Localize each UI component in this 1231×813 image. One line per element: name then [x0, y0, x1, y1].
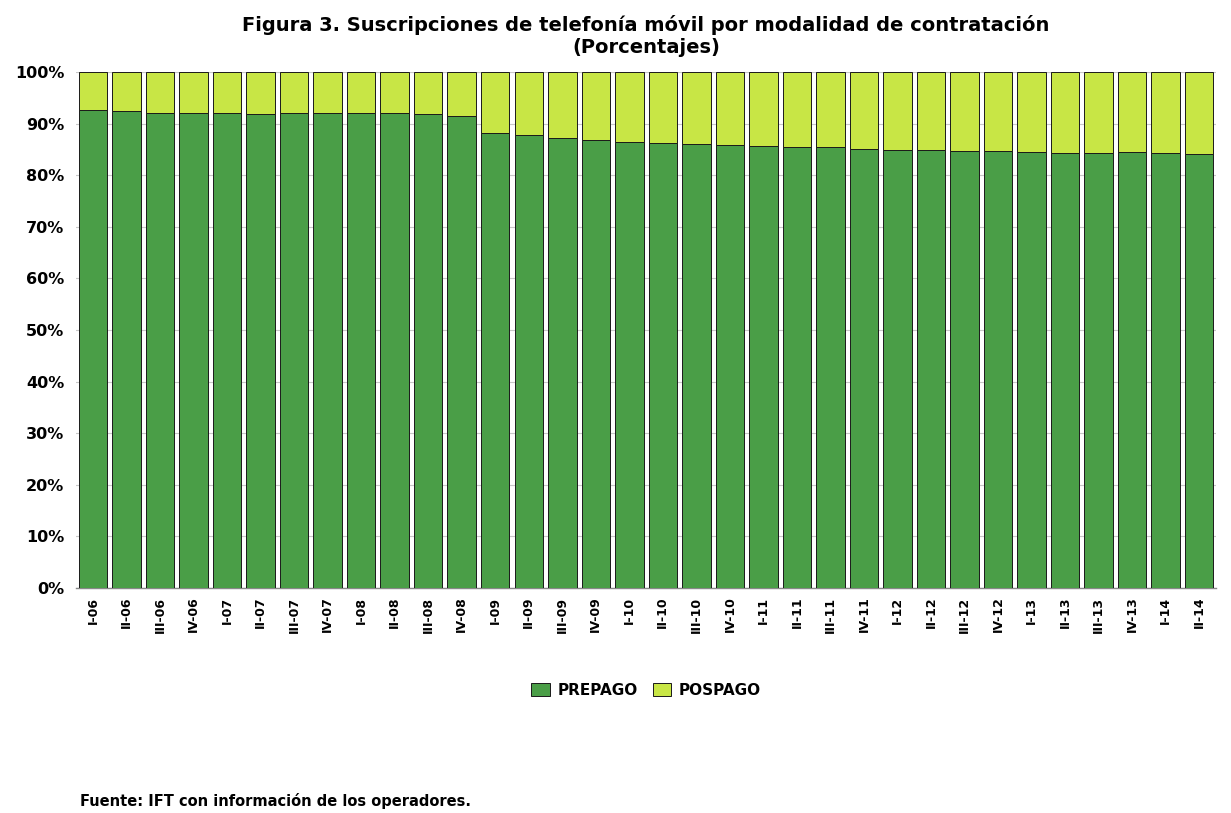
Bar — [750, 72, 778, 146]
Bar — [783, 72, 811, 146]
Bar — [917, 150, 945, 588]
Bar — [515, 135, 543, 588]
Bar — [1017, 72, 1046, 152]
Bar — [1051, 72, 1080, 154]
Bar — [279, 72, 308, 113]
Bar — [414, 72, 442, 114]
Title: Figura 3. Suscripciones de telefonía móvil por modalidad de contratación
(Porcen: Figura 3. Suscripciones de telefonía móv… — [243, 15, 1050, 57]
Bar — [145, 113, 175, 588]
Bar — [917, 72, 945, 150]
Bar — [849, 72, 878, 150]
Text: Fuente: IFT con información de los operadores.: Fuente: IFT con información de los opera… — [80, 793, 471, 809]
Bar — [884, 72, 912, 150]
Bar — [649, 143, 677, 588]
Bar — [783, 146, 811, 588]
Bar — [715, 72, 745, 145]
Bar — [112, 111, 140, 588]
Legend: PREPAGO, POSPAGO: PREPAGO, POSPAGO — [532, 683, 761, 698]
Bar — [79, 72, 107, 110]
Bar — [1085, 72, 1113, 153]
Bar — [616, 72, 644, 142]
Bar — [347, 72, 375, 113]
Bar — [1118, 72, 1146, 152]
Bar — [380, 72, 409, 113]
Bar — [1085, 153, 1113, 588]
Bar — [548, 138, 576, 588]
Bar — [380, 113, 409, 588]
Bar — [715, 145, 745, 588]
Bar — [213, 72, 241, 113]
Bar — [1051, 154, 1080, 588]
Bar — [616, 142, 644, 588]
Bar — [414, 114, 442, 588]
Bar — [246, 72, 275, 114]
Bar — [145, 72, 175, 113]
Bar — [750, 146, 778, 588]
Bar — [849, 150, 878, 588]
Bar — [314, 113, 342, 588]
Bar — [1017, 152, 1046, 588]
Bar — [984, 151, 1012, 588]
Bar — [1185, 154, 1214, 588]
Bar — [649, 72, 677, 143]
Bar — [816, 147, 844, 588]
Bar — [112, 72, 140, 111]
Bar — [816, 72, 844, 147]
Bar — [884, 150, 912, 588]
Bar — [314, 72, 342, 113]
Bar — [180, 72, 208, 113]
Bar — [1118, 152, 1146, 588]
Bar — [581, 72, 611, 140]
Bar — [447, 72, 476, 116]
Bar — [682, 144, 710, 588]
Bar — [984, 72, 1012, 151]
Bar — [447, 116, 476, 588]
Bar — [180, 113, 208, 588]
Bar — [581, 140, 611, 588]
Bar — [1151, 154, 1181, 588]
Bar — [950, 72, 979, 150]
Bar — [1185, 72, 1214, 154]
Bar — [213, 113, 241, 588]
Bar — [950, 150, 979, 588]
Bar — [79, 110, 107, 588]
Bar — [682, 72, 710, 144]
Bar — [279, 113, 308, 588]
Bar — [347, 113, 375, 588]
Bar — [1151, 72, 1181, 154]
Bar — [246, 114, 275, 588]
Bar — [481, 72, 510, 133]
Bar — [481, 133, 510, 588]
Bar — [548, 72, 576, 138]
Bar — [515, 72, 543, 135]
